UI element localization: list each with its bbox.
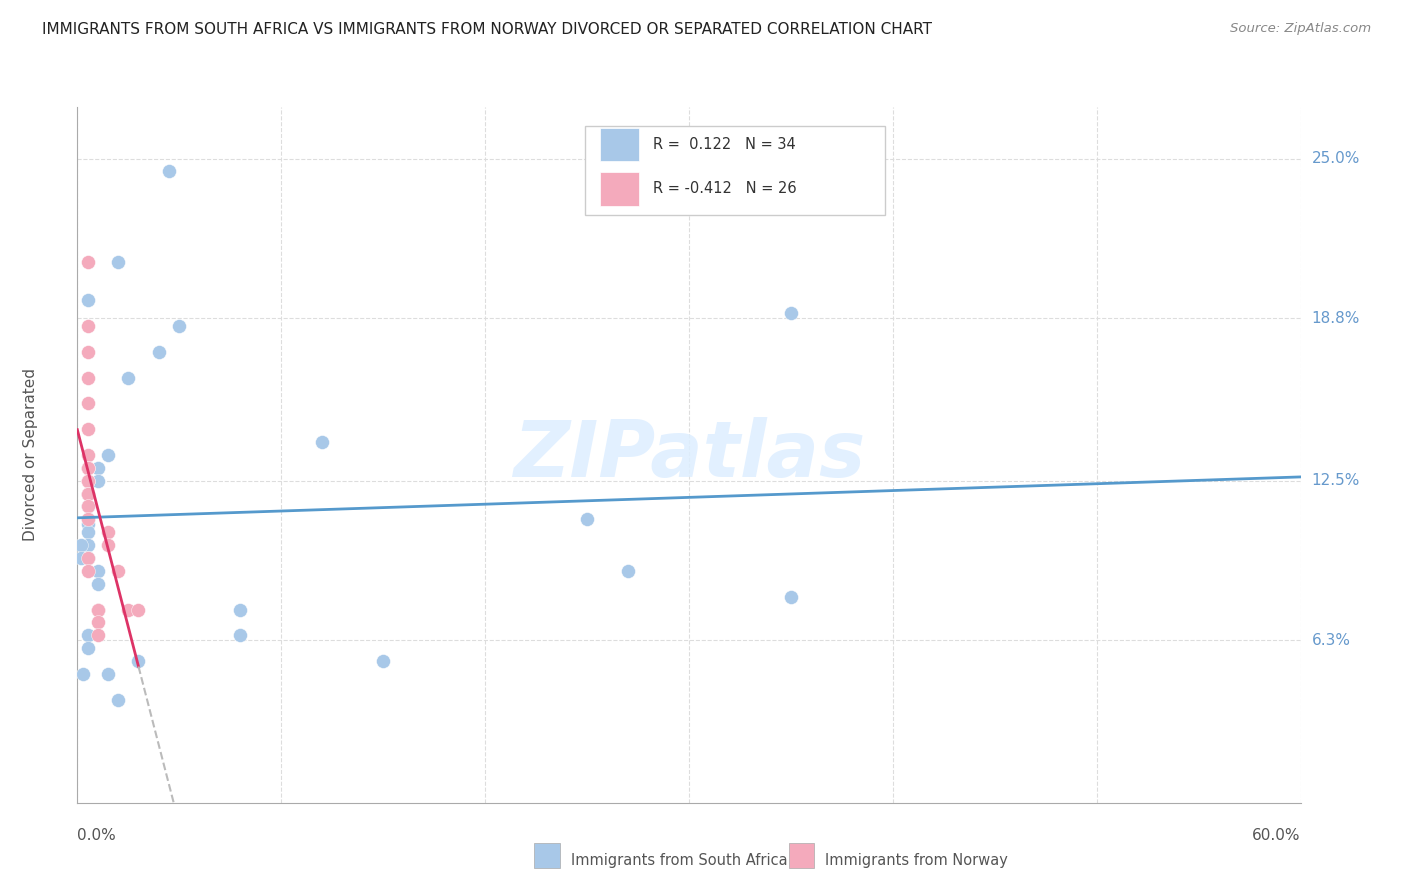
Point	[371, 654, 394, 668]
Point	[97, 667, 120, 681]
Point	[76, 512, 98, 526]
Text: R = -0.412   N = 26: R = -0.412 N = 26	[654, 181, 797, 196]
Point	[76, 370, 98, 384]
Point	[576, 512, 599, 526]
Point	[76, 538, 98, 552]
Text: Source: ZipAtlas.com: Source: ZipAtlas.com	[1230, 22, 1371, 36]
Point	[76, 500, 98, 514]
Point	[76, 254, 98, 268]
Text: IMMIGRANTS FROM SOUTH AFRICA VS IMMIGRANTS FROM NORWAY DIVORCED OR SEPARATED COR: IMMIGRANTS FROM SOUTH AFRICA VS IMMIGRAN…	[42, 22, 932, 37]
Point	[87, 602, 110, 616]
Text: 12.5%: 12.5%	[1312, 473, 1360, 488]
Point	[127, 602, 149, 616]
Point	[72, 667, 94, 681]
Point	[76, 319, 98, 334]
Point	[97, 538, 120, 552]
Bar	[599, 172, 638, 205]
Point	[76, 525, 98, 540]
Point	[107, 692, 129, 706]
Text: ZIPatlas: ZIPatlas	[513, 417, 865, 493]
Point	[229, 628, 252, 642]
Point	[87, 628, 110, 642]
Text: 0.0%: 0.0%	[77, 828, 117, 843]
Point	[76, 486, 98, 500]
Point	[76, 448, 98, 462]
Point	[779, 306, 801, 320]
Point	[87, 460, 110, 475]
Point	[76, 344, 98, 359]
Point	[107, 254, 129, 268]
Point	[97, 448, 120, 462]
Point	[87, 474, 110, 488]
Point	[148, 344, 170, 359]
Text: 6.3%: 6.3%	[1312, 633, 1351, 648]
Point	[76, 500, 98, 514]
Point	[76, 460, 98, 475]
Point	[157, 164, 180, 178]
Point	[76, 474, 98, 488]
Point	[76, 512, 98, 526]
Point	[107, 564, 129, 578]
Point	[76, 486, 98, 500]
Point	[87, 564, 110, 578]
Text: Immigrants from South Africa: Immigrants from South Africa	[571, 854, 787, 868]
Text: 18.8%: 18.8%	[1312, 310, 1360, 326]
Point	[87, 615, 110, 630]
Point	[97, 525, 120, 540]
Point	[76, 486, 98, 500]
Point	[76, 551, 98, 566]
Point	[76, 641, 98, 656]
Point	[70, 538, 93, 552]
Point	[76, 293, 98, 308]
Point	[779, 590, 801, 604]
Point	[87, 576, 110, 591]
Point	[70, 551, 93, 566]
Point	[76, 517, 98, 532]
Point	[76, 460, 98, 475]
Point	[76, 474, 98, 488]
Point	[87, 602, 110, 616]
Text: 25.0%: 25.0%	[1312, 151, 1360, 166]
Point	[169, 319, 191, 334]
Text: Immigrants from Norway: Immigrants from Norway	[825, 854, 1008, 868]
Point	[76, 628, 98, 642]
Point	[76, 422, 98, 436]
FancyBboxPatch shape	[585, 126, 884, 215]
Point	[117, 370, 139, 384]
Point	[127, 654, 149, 668]
Point	[76, 564, 98, 578]
Point	[617, 564, 640, 578]
Text: 60.0%: 60.0%	[1253, 828, 1301, 843]
Bar	[599, 128, 638, 161]
Point	[76, 551, 98, 566]
Point	[117, 602, 139, 616]
Text: Divorced or Separated: Divorced or Separated	[24, 368, 38, 541]
Point	[76, 396, 98, 410]
Point	[311, 435, 333, 450]
Point	[229, 602, 252, 616]
Text: R =  0.122   N = 34: R = 0.122 N = 34	[654, 136, 796, 152]
